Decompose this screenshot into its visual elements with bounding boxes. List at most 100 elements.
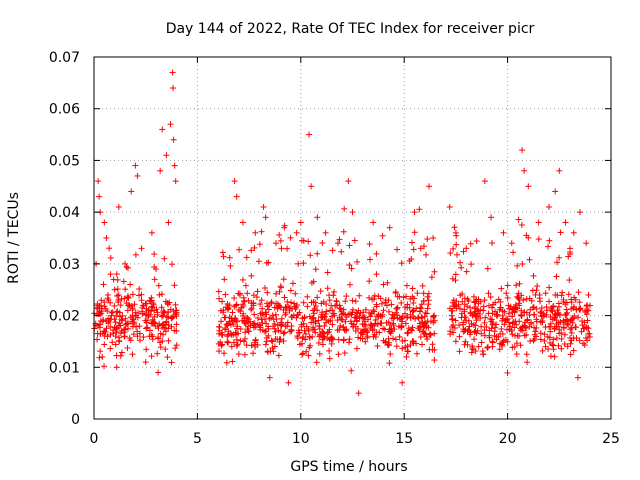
data-point (346, 242, 353, 249)
data-point (473, 317, 480, 324)
data-point (101, 303, 108, 310)
data-point (562, 312, 569, 319)
data-point (322, 229, 329, 236)
data-point (149, 304, 156, 311)
data-point (576, 337, 583, 344)
data-point (345, 178, 352, 185)
data-point (417, 334, 424, 341)
data-point (106, 245, 113, 252)
data-point (115, 299, 122, 306)
data-point (576, 305, 583, 312)
data-point (519, 327, 526, 334)
data-point (94, 305, 101, 312)
data-point (233, 342, 240, 349)
data-point (341, 350, 348, 357)
data-point (559, 289, 566, 296)
data-point (238, 304, 245, 311)
data-point (332, 302, 339, 309)
data-point (570, 347, 577, 354)
data-point (104, 308, 111, 315)
data-point (426, 183, 433, 190)
data-point (252, 336, 259, 343)
data-point (422, 319, 429, 326)
data-point (416, 206, 423, 213)
data-point (128, 188, 135, 195)
data-point (398, 315, 405, 322)
data-point (463, 268, 470, 275)
data-point (326, 328, 333, 335)
data-point (138, 297, 145, 304)
data-point (347, 281, 354, 288)
data-point (541, 331, 548, 338)
data-point (377, 295, 384, 302)
data-point (477, 315, 484, 322)
data-point (369, 296, 376, 303)
data-point (584, 302, 591, 309)
data-point (228, 332, 235, 339)
data-point (481, 178, 488, 185)
data-point (585, 291, 592, 298)
data-point (572, 296, 579, 303)
data-point (402, 304, 409, 311)
data-point (472, 327, 479, 334)
data-point (312, 329, 319, 336)
data-point (169, 69, 176, 76)
data-point (276, 231, 283, 238)
data-point (419, 328, 426, 335)
data-point (475, 300, 482, 307)
data-point (340, 228, 347, 235)
data-point (346, 262, 353, 269)
data-point (118, 316, 125, 323)
data-point (244, 314, 251, 321)
data-point (346, 336, 353, 343)
data-point (531, 311, 538, 318)
data-point (148, 331, 155, 338)
data-point (489, 304, 496, 311)
data-point (348, 367, 355, 374)
data-point (243, 254, 250, 261)
data-point (392, 336, 399, 343)
data-point (120, 278, 127, 285)
data-point (274, 336, 281, 343)
data-point (169, 261, 176, 268)
data-point (273, 300, 280, 307)
data-points (91, 69, 593, 397)
data-point (113, 364, 120, 371)
data-point (500, 229, 507, 236)
y-tick-label: 0 (71, 412, 80, 428)
data-point (258, 316, 265, 323)
data-point (408, 327, 415, 334)
data-point (155, 335, 162, 342)
data-point (546, 284, 553, 291)
data-point (511, 309, 518, 316)
data-point (417, 245, 424, 252)
data-point (313, 359, 320, 366)
data-point (254, 288, 261, 295)
data-point (386, 326, 393, 333)
data-point (215, 288, 222, 295)
data-point (366, 241, 373, 248)
data-point (380, 281, 387, 288)
data-point (172, 178, 179, 185)
data-point (148, 308, 155, 315)
data-point (353, 345, 360, 352)
data-point (335, 336, 342, 343)
data-point (505, 302, 512, 309)
data-point (420, 323, 427, 330)
data-point (118, 349, 125, 356)
data-point (224, 338, 231, 345)
data-point (524, 317, 531, 324)
data-point (472, 303, 479, 310)
data-point (303, 323, 310, 330)
data-point (410, 246, 417, 253)
data-point (264, 348, 271, 355)
data-point (245, 316, 252, 323)
data-point (387, 321, 394, 328)
data-point (349, 209, 356, 216)
axis-ticks (93, 56, 612, 420)
data-point (256, 241, 263, 248)
data-point (293, 229, 300, 236)
data-point (518, 292, 525, 299)
data-point (337, 322, 344, 329)
data-point (371, 322, 378, 329)
